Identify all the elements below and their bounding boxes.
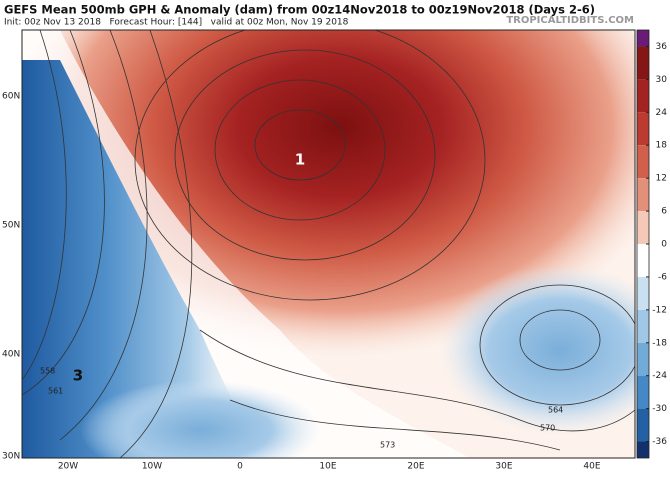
map-labels: 60N 50N 40N 30N 20W 10W 0 10E 20E 30E 40E 558 561 564…: [2, 92, 601, 472]
title: GEFS Mean 500mb GPH & Anomaly (dam) from…: [4, 3, 595, 17]
colorbar-tick-label: -30: [652, 404, 667, 414]
colorbar-band: [637, 178, 649, 212]
colorbar-band: [637, 112, 649, 146]
colorbar-tick-label: -24: [652, 371, 667, 381]
contour-label: 570: [540, 424, 555, 433]
colorbar-band: [637, 145, 649, 179]
colorbar-tick-label: -12: [652, 305, 667, 315]
negative-anomaly-south: [80, 380, 320, 458]
colorbar-band: [637, 375, 649, 409]
colorbar-tick-label: 30: [656, 75, 668, 85]
colorbar-tick-label: -18: [652, 338, 667, 348]
subtitle: Init: 00z Nov 13 2018 Forecast Hour: [14…: [4, 18, 349, 28]
colorbar-tick-label: -6: [658, 272, 667, 282]
colorbar-band: [637, 211, 649, 244]
contour-label: 564: [548, 406, 563, 415]
contour-label: 561: [48, 387, 63, 396]
map-area: [22, 30, 635, 458]
center-label: 1: [295, 151, 305, 169]
colorbar-band: [637, 79, 649, 113]
contour-label: 573: [380, 441, 395, 450]
map-frame: [21, 29, 636, 459]
colorbar-band: [637, 46, 649, 80]
contour-label: 558: [40, 367, 55, 376]
colorbar-band: [637, 441, 649, 458]
lon-label: 20E: [407, 462, 424, 472]
colorbar: 36 30 24 18 12 6 0 -6 -12 -18 -24 -30 -36: [636, 29, 668, 459]
colorbar-tick-label: 0: [661, 240, 667, 250]
colorbar-band: [637, 309, 649, 343]
source: TROPICALTIDBITS.COM: [506, 15, 634, 26]
colorbar-tick-label: 18: [656, 141, 668, 151]
colorbar-tick-label: -36: [652, 437, 667, 447]
negative-anomaly-east: [440, 265, 635, 435]
lat-label: 40N: [2, 350, 20, 360]
lat-label: 60N: [2, 92, 20, 102]
center-label: 3: [73, 367, 83, 385]
colorbar-tick-label: 12: [656, 174, 667, 184]
contours: [22, 30, 635, 458]
negative-anomaly-west: [22, 60, 260, 458]
colorbar-band: [637, 408, 649, 442]
lon-label: 20W: [58, 462, 78, 472]
lat-label: 30N: [2, 452, 20, 462]
colorbar-band: [637, 244, 649, 277]
colorbar-band: [637, 30, 649, 47]
colorbar-tick-label: 36: [656, 42, 668, 52]
colorbar-tick-label: 24: [656, 108, 668, 118]
lon-label: 10E: [319, 462, 336, 472]
lon-label: 0: [237, 462, 243, 472]
colorbar-band: [637, 276, 649, 310]
colorbar-tick-label: 6: [661, 207, 667, 217]
lon-label: 40E: [583, 462, 600, 472]
lat-label: 50N: [2, 221, 20, 231]
lon-label: 10W: [142, 462, 162, 472]
lon-label: 30E: [495, 462, 512, 472]
colorbar-band: [637, 342, 649, 376]
